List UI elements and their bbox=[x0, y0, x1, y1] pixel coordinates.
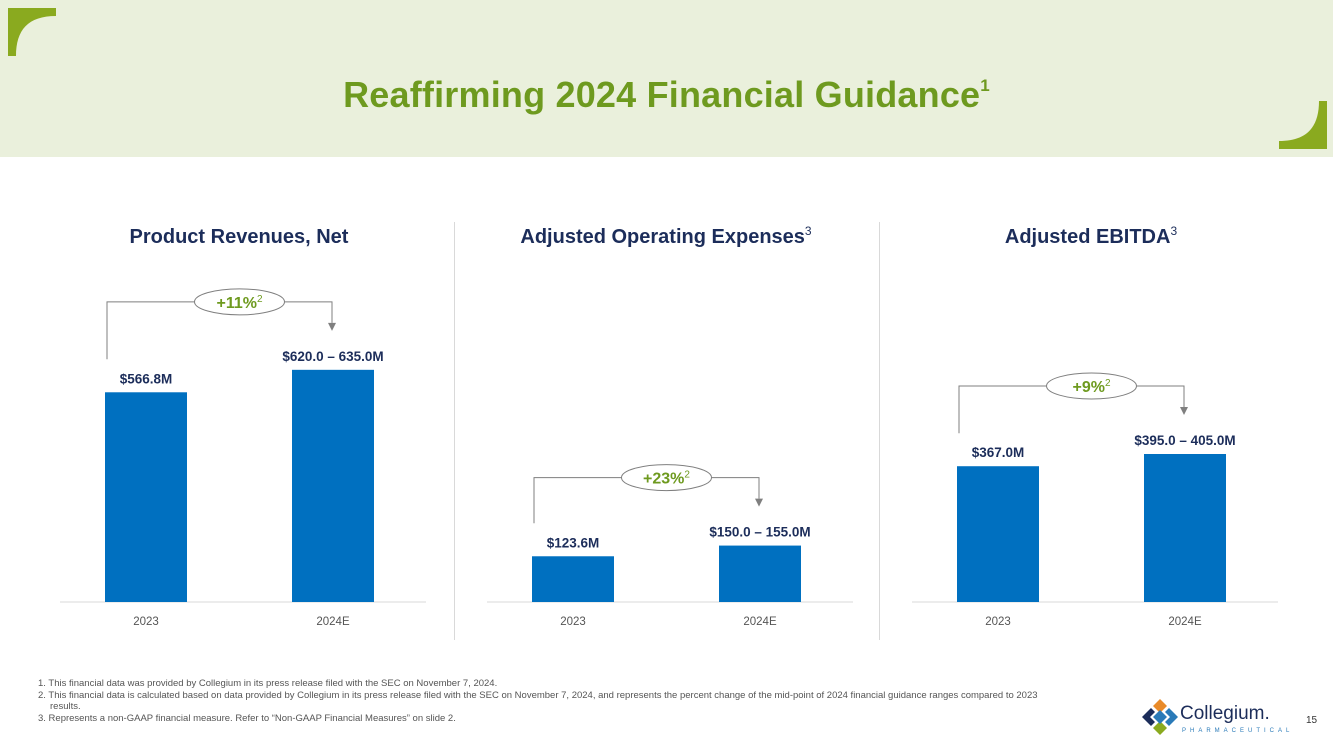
chart-title: Adjusted Operating Expenses3 bbox=[467, 224, 865, 249]
tick-label: 2024E bbox=[316, 616, 350, 628]
logo-name: Collegium. bbox=[1180, 703, 1270, 724]
chart-title-text: Product Revenues, Net bbox=[129, 226, 349, 248]
growth-percent: +11% bbox=[216, 295, 256, 312]
tick-label: 2023 bbox=[133, 616, 159, 628]
tick-label: 2023 bbox=[985, 616, 1011, 628]
data-label: $123.6M bbox=[547, 535, 600, 550]
footnote-1: 1. This financial data was provided by C… bbox=[38, 678, 498, 689]
footnote-2: 2. This financial data is calculated bas… bbox=[38, 689, 1038, 713]
chart-panel-operating-expenses: Adjusted Operating Expenses3 $123.6M 2023… bbox=[467, 222, 865, 640]
chart-title: Product Revenues, Net bbox=[40, 226, 438, 249]
bar-2024e bbox=[719, 545, 801, 602]
growth-arrow-icon bbox=[755, 498, 763, 507]
logo-subtitle: PHARMACEUTICAL bbox=[1182, 728, 1294, 734]
chart-title-text: Adjusted Operating Expenses bbox=[520, 226, 805, 248]
chart-title-footnote: 3 bbox=[1170, 224, 1178, 238]
bar-2023 bbox=[957, 466, 1039, 602]
page-title-text: Reaffirming 2024 Financial Guidance bbox=[343, 74, 981, 115]
growth-arrow-icon bbox=[328, 322, 336, 331]
bar-chart: $566.8M 2023 $620.0 – 635.0M 2024E +11%2 bbox=[60, 288, 426, 628]
growth-footnote: 2 bbox=[1105, 378, 1111, 389]
collegium-logo: Collegium. PHARMACEUTICAL bbox=[1140, 697, 1289, 737]
bar-2024e bbox=[1144, 454, 1226, 602]
page-title-footnote: 1 bbox=[980, 76, 990, 95]
growth-callout-bubble bbox=[621, 464, 712, 492]
logo-mark-icon bbox=[1142, 699, 1178, 735]
growth-footnote: 2 bbox=[684, 470, 690, 481]
growth-callout: +9%2 bbox=[1072, 378, 1110, 396]
tick-label: 2024E bbox=[1168, 616, 1202, 628]
chart-title: Adjusted EBITDA3 bbox=[892, 224, 1290, 249]
growth-callout: +23%2 bbox=[643, 470, 690, 488]
corner-accent-bottom-right bbox=[1279, 101, 1327, 149]
data-label: $395.0 – 405.0M bbox=[1134, 433, 1235, 448]
growth-callout: +11%2 bbox=[216, 294, 262, 312]
bar-2023 bbox=[532, 556, 614, 602]
bar-chart: $123.6M 2023 $150.0 – 155.0M 2024E +23%2 bbox=[487, 464, 853, 628]
growth-callout-bubble bbox=[194, 288, 285, 316]
growth-footnote: 2 bbox=[257, 294, 263, 305]
growth-percent: +23% bbox=[643, 471, 684, 488]
chart-panel-product-revenues: Product Revenues, Net $566.8M 2023 $620.0 … bbox=[40, 222, 438, 640]
bar-chart: $367.0M 2023 $395.0 – 405.0M 2024E +9%2 bbox=[912, 372, 1278, 628]
chart-title-footnote: 3 bbox=[804, 224, 812, 238]
bar-2024e bbox=[292, 369, 374, 602]
growth-arrow-icon bbox=[1180, 407, 1188, 415]
growth-callout-bubble bbox=[1046, 372, 1137, 400]
bar-2023 bbox=[105, 392, 187, 602]
growth-percent: +9% bbox=[1072, 379, 1104, 396]
panel-divider bbox=[454, 222, 455, 640]
corner-accent-top-left bbox=[8, 8, 56, 56]
footnotes: 1. This financial data was provided by C… bbox=[38, 678, 1058, 724]
panel-divider bbox=[879, 222, 880, 640]
tick-label: 2023 bbox=[560, 616, 586, 628]
data-label: $620.0 – 635.0M bbox=[282, 349, 383, 364]
chart-panel-adjusted-ebitda: Adjusted EBITDA3 $367.0M 2023 $395.0 – 405… bbox=[892, 222, 1290, 640]
page-number: 15 bbox=[1306, 715, 1318, 726]
data-label: $367.0M bbox=[972, 445, 1025, 460]
page-title: Reaffirming 2024 Financial Guidance1 bbox=[0, 74, 1333, 116]
chart-title-text: Adjusted EBITDA bbox=[1004, 226, 1171, 248]
data-label: $150.0 – 155.0M bbox=[709, 525, 810, 540]
header-band: Reaffirming 2024 Financial Guidance1 bbox=[0, 0, 1333, 157]
footnote-3: 3. Represents a non-GAAP financial measu… bbox=[38, 712, 456, 724]
data-label: $566.8M bbox=[120, 371, 173, 386]
tick-label: 2024E bbox=[743, 616, 777, 628]
